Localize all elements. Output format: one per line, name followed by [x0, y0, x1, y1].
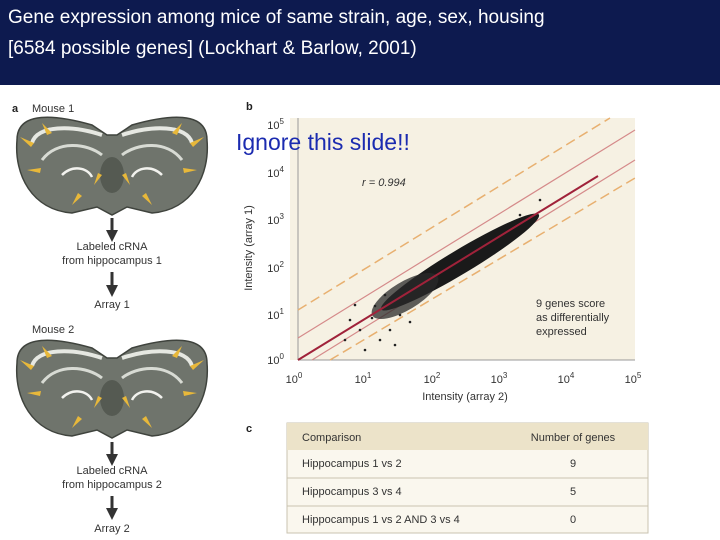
- tick-base: 10: [625, 374, 637, 386]
- tick-base: 10: [267, 310, 279, 322]
- step-label: from hippocampus 2: [62, 479, 162, 491]
- regression-line: [297, 175, 599, 361]
- tick-base: 10: [267, 168, 279, 180]
- tick-label: 105: [267, 117, 284, 132]
- tick-exponent: 5: [280, 117, 285, 126]
- tick-label: 101: [355, 371, 372, 386]
- panel-label: c: [246, 423, 252, 435]
- panel-label: a: [12, 103, 19, 115]
- brain-image: [14, 338, 210, 440]
- tick-base: 10: [355, 374, 367, 386]
- annotation: as differentially: [536, 312, 610, 324]
- tick-exponent: 3: [503, 371, 508, 380]
- step-label: Array 2: [94, 523, 129, 535]
- scatter-points: [343, 198, 542, 352]
- step-label: Array 1: [94, 299, 129, 311]
- panel-label: b: [246, 101, 253, 113]
- header-bar: [0, 0, 720, 85]
- tick-exponent: 4: [280, 165, 285, 174]
- tick-base: 10: [267, 263, 279, 275]
- tick-label: 100: [267, 352, 284, 367]
- tick-base: 10: [491, 374, 503, 386]
- tick-label: 103: [491, 371, 508, 386]
- table-cell: Hippocampus 3 vs 4: [302, 486, 402, 498]
- tick-exponent: 2: [436, 371, 441, 380]
- annotation: expressed: [536, 326, 587, 338]
- overlay-note: Ignore this slide!!: [236, 129, 410, 155]
- table-header: [287, 423, 648, 450]
- fold-line: [297, 129, 636, 339]
- tick-label: 102: [424, 371, 441, 386]
- table-cell: 9: [570, 458, 576, 470]
- tick-base: 10: [267, 355, 279, 367]
- tick-label: 100: [286, 371, 303, 386]
- tick-label: 101: [267, 307, 284, 322]
- tick-base: 10: [286, 374, 298, 386]
- tick-exponent: 4: [570, 371, 575, 380]
- tick-label: 102: [267, 260, 284, 275]
- tick-exponent: 3: [280, 212, 285, 221]
- tick-label: 104: [558, 371, 575, 386]
- tick-exponent: 5: [637, 371, 642, 380]
- tick-exponent: 2: [280, 260, 285, 269]
- axis-title: Intensity (array 2): [422, 391, 508, 403]
- tick-exponent: 1: [367, 371, 372, 380]
- fold-line: [297, 117, 611, 311]
- title-line: Gene expression among mice of same strai…: [8, 7, 545, 28]
- step-label: Labeled cRNA: [77, 465, 149, 477]
- plot-area: [297, 117, 636, 361]
- correlation: r = 0.994: [362, 177, 406, 189]
- annotation: 9 genes score: [536, 298, 605, 310]
- title-line: [6584 possible genes] (Lockhart & Barlow…: [8, 38, 417, 59]
- plot-background: [290, 118, 635, 360]
- step-label: Labeled cRNA: [77, 241, 149, 253]
- tick-base: 10: [267, 120, 279, 132]
- table-cell: 5: [570, 486, 576, 498]
- column-header: Comparison: [302, 432, 361, 444]
- tick-base: 10: [424, 374, 436, 386]
- tick-label: 103: [267, 212, 284, 227]
- tick-label: 104: [267, 165, 284, 180]
- step-label: Mouse 2: [32, 324, 74, 336]
- step-label: from hippocampus 1: [62, 255, 162, 267]
- tick-base: 10: [558, 374, 570, 386]
- brain-image: [14, 115, 210, 217]
- tick-exponent: 0: [298, 371, 303, 380]
- tick-exponent: 0: [280, 352, 285, 361]
- axis-title: Intensity (array 1): [243, 205, 255, 291]
- table-cell: Hippocampus 1 vs 2 AND 3 vs 4: [302, 514, 460, 526]
- table-cell: Hippocampus 1 vs 2: [302, 458, 402, 470]
- tick-base: 10: [267, 215, 279, 227]
- tick-label: 105: [625, 371, 642, 386]
- table-cell: 0: [570, 514, 576, 526]
- tick-exponent: 1: [280, 307, 285, 316]
- step-label: Mouse 1: [32, 103, 74, 115]
- column-header: Number of genes: [531, 432, 616, 444]
